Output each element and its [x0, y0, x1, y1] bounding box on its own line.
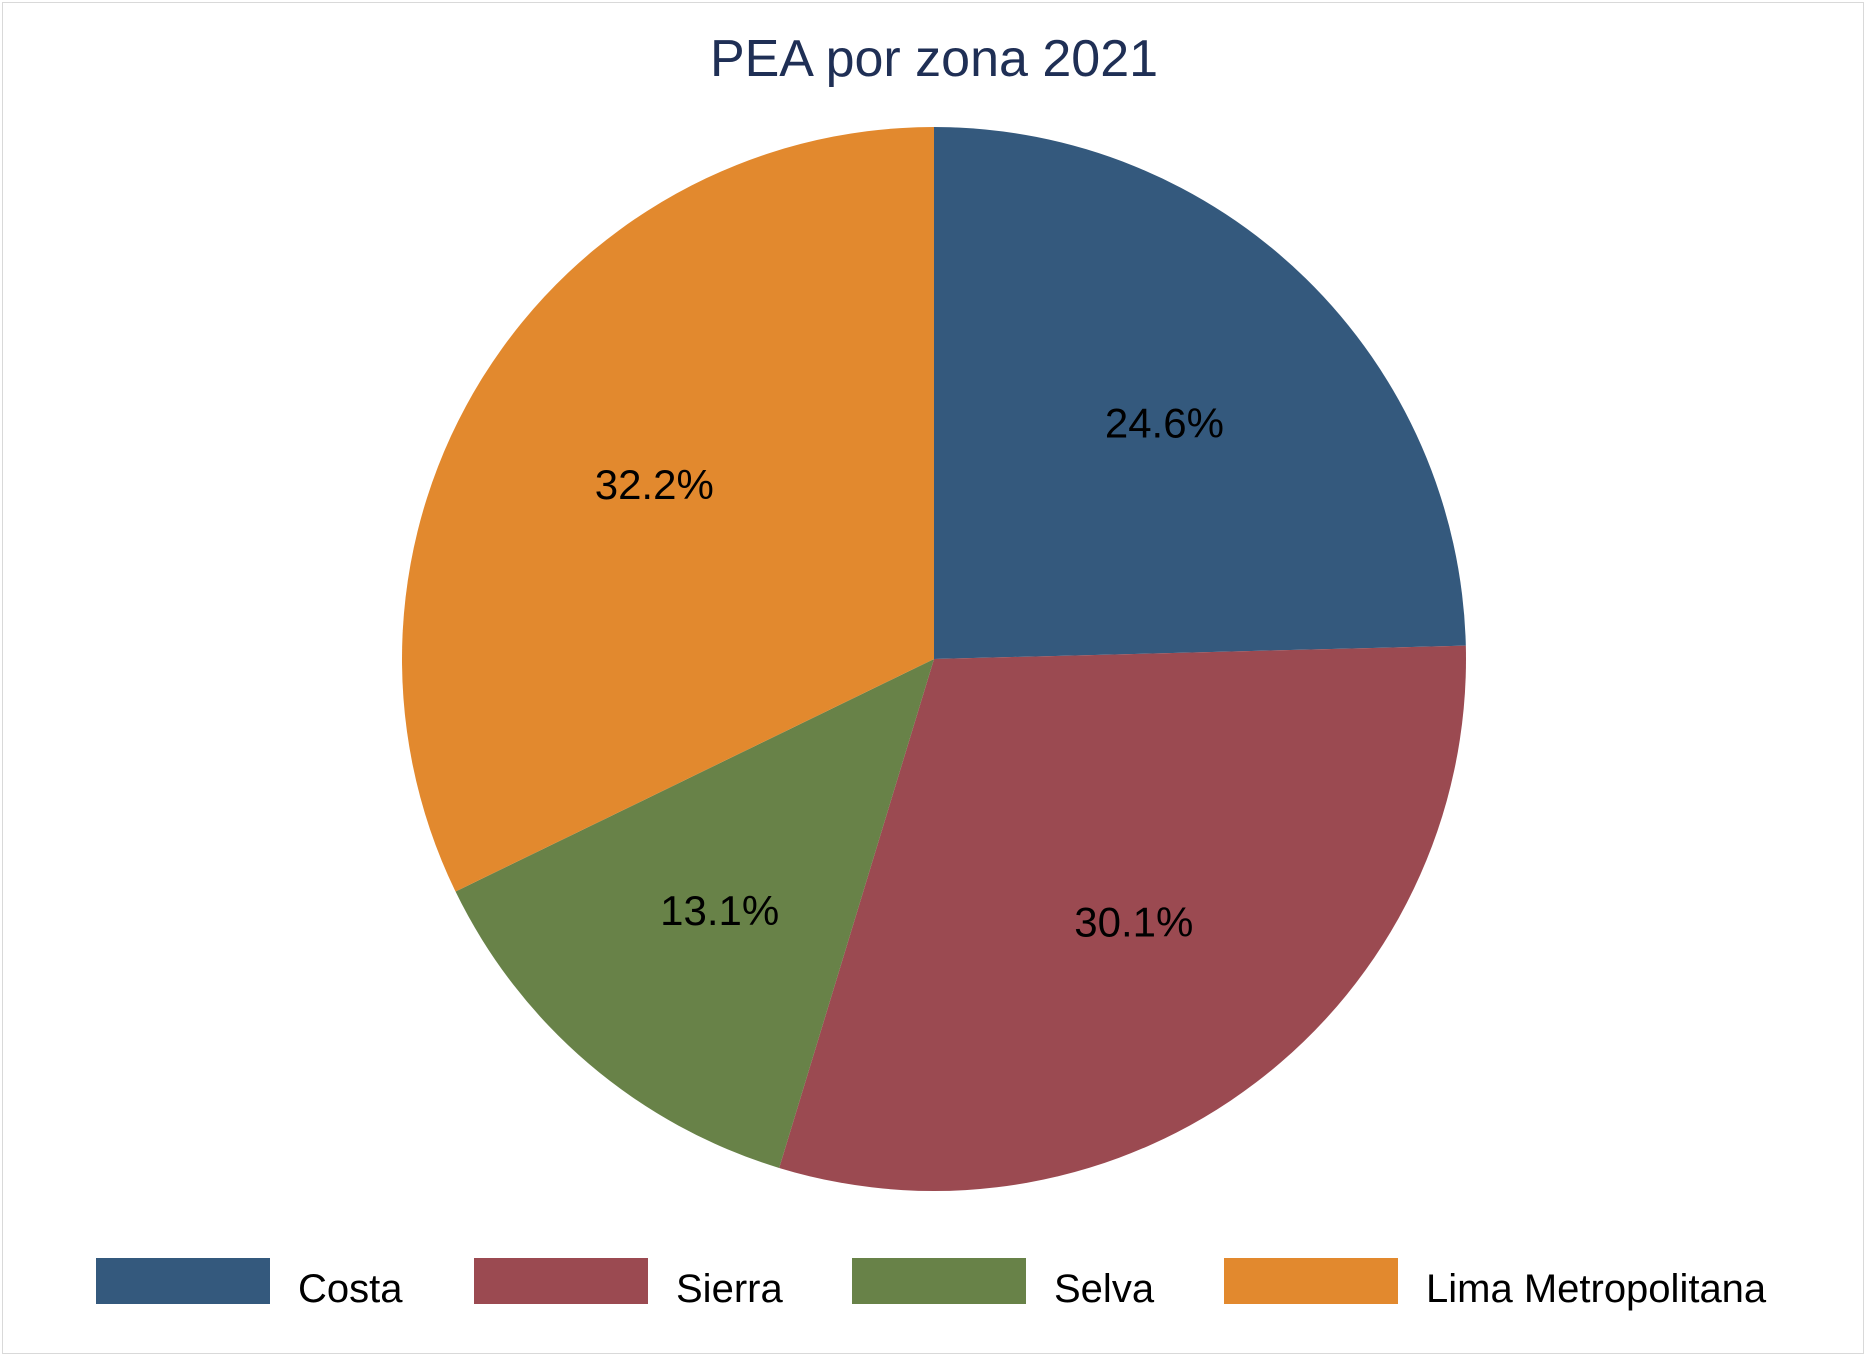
legend-label-selva: Selva: [1054, 1267, 1155, 1311]
legend-swatch-sierra: [474, 1258, 648, 1304]
slice-sierra: [779, 645, 1466, 1191]
pie-slices: [401, 127, 1466, 1191]
legend-label-lima-metropolitana: Lima Metropolitana: [1426, 1267, 1767, 1311]
chart-title: PEA por zona 2021: [710, 30, 1158, 88]
slice-label-selva: 13.1%: [660, 887, 779, 934]
legend-swatch-costa: [96, 1258, 270, 1304]
slice-label-costa: 24.6%: [1105, 400, 1224, 447]
legend-label-costa: Costa: [298, 1267, 403, 1311]
legend-swatch-lima-metropolitana: [1224, 1258, 1398, 1304]
legend: Costa Sierra Selva Lima Metropolitana: [96, 1258, 1767, 1311]
slice-label-lima-metropolitana: 32.2%: [595, 461, 714, 508]
legend-label-sierra: Sierra: [676, 1267, 783, 1311]
slice-labels: 24.6% 30.1% 13.1% 32.2%: [595, 400, 1224, 946]
slice-selva: [455, 659, 934, 1168]
legend-swatch-selva: [852, 1258, 1026, 1304]
slice-costa: [934, 127, 1466, 659]
slice-lima-metropolitana: [401, 127, 935, 892]
slice-label-sierra: 30.1%: [1074, 899, 1193, 946]
